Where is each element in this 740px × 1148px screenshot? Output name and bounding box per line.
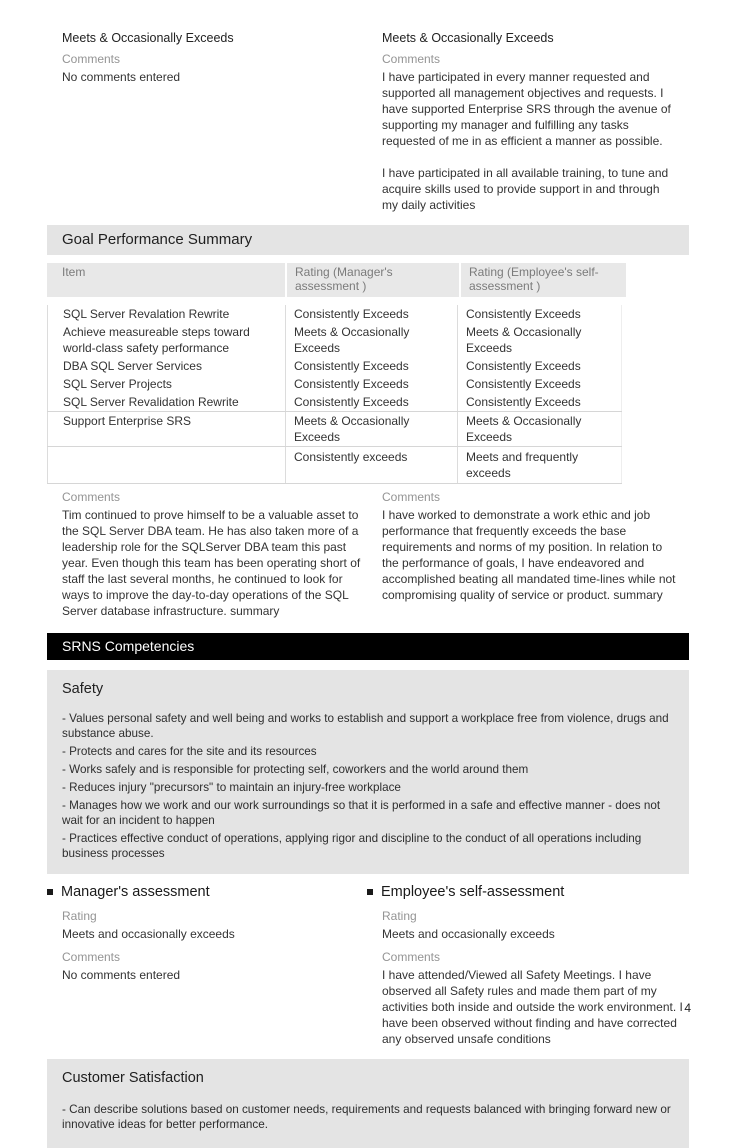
top-assessment-section: Meets & Occasionally Exceeds Comments No… <box>62 30 740 213</box>
manager-assessment-title: Manager's assessment <box>61 884 210 900</box>
column-header-item: Item <box>47 263 285 297</box>
safety-bullet-list: - Values personal safety and well being … <box>62 711 674 861</box>
table-row: SQL Server Revalation Rewrite Consistentl… <box>47 305 622 323</box>
bullet-item: - Reduces injury "precursors" to maintai… <box>62 781 401 794</box>
goal-comments-section: Comments Tim continued to prove himself … <box>62 490 740 619</box>
table-cell-manager: Meets & Occasionally Exceeds <box>285 323 457 357</box>
customer-satisfaction-bullet-list: - Can describe solutions based on custom… <box>62 1102 674 1132</box>
employee-rating-value: Meets & Occasionally Exceeds <box>382 31 554 45</box>
manager-comments-text: No comments entered <box>62 968 181 982</box>
table-row: DBA SQL Server Services Consistently Exce… <box>47 357 622 375</box>
goal-manager-comments: Comments Tim continued to prove himself … <box>62 490 382 619</box>
rating-label: Rating <box>62 909 97 923</box>
comments-label: Comments <box>382 950 441 964</box>
goal-employee-comments: Comments I have worked to demonstrate a … <box>382 490 690 603</box>
goal-table-header-row: Item Rating (Manager's assessment ) Rati… <box>47 263 626 297</box>
table-cell-employee: Consistently Exceeds <box>457 305 622 323</box>
goal-manager-comments-text: Tim continued to prove himself to be a v… <box>62 508 361 618</box>
bullet-item: - Practices effective conduct of operati… <box>62 832 642 860</box>
rating-label: Rating <box>382 909 417 923</box>
safety-title: Safety <box>62 681 104 697</box>
employee-comments-paragraph-2: I have participated in all available tra… <box>382 166 669 212</box>
column-header-manager-rating: Rating (Manager's assessment ) <box>287 263 459 297</box>
table-cell-manager: Meets & Occasionally Exceeds <box>285 412 457 446</box>
srns-competencies-header: SRNS Competencies <box>47 633 689 660</box>
safety-competency-block: Safety - Values personal safety and well… <box>47 670 689 874</box>
manager-assessment-body: Rating Meets and occasionally exceeds Co… <box>62 909 367 983</box>
table-cell-manager: Consistently Exceeds <box>285 357 457 375</box>
bullet-item: - Values personal safety and well being … <box>62 712 669 740</box>
table-cell-employee: Meets & Occasionally Exceeds <box>457 323 622 357</box>
table-cell-item: Achieve measureable steps toward world-c… <box>47 323 285 357</box>
employee-rating-value: Meets and occasionally exceeds <box>382 927 555 941</box>
table-row: Consistently exceeds Meets and frequently… <box>47 446 622 483</box>
table-cell-employee: Consistently Exceeds <box>457 357 622 375</box>
table-cell-employee: Meets & Occasionally Exceeds <box>457 412 622 446</box>
goal-performance-table: Item Rating (Manager's assessment ) Rati… <box>47 263 626 484</box>
table-cell-item <box>47 447 285 483</box>
table-row: Achieve measureable steps toward world-c… <box>47 323 622 357</box>
table-cell-item: SQL Server Projects <box>47 375 285 393</box>
employee-assessment-heading: Employee's self-assessment <box>367 883 690 901</box>
safety-assessment-section: Manager's assessment Rating Meets and oc… <box>47 883 740 1047</box>
table-cell-item: SQL Server Revalation Rewrite <box>47 305 285 323</box>
comments-label: Comments <box>62 490 121 504</box>
top-employee-column: Meets & Occasionally Exceeds Comments I … <box>382 30 690 213</box>
column-header-employee-rating: Rating (Employee's self-assessment ) <box>461 263 626 297</box>
table-cell-manager: Consistently exceeds <box>285 447 457 483</box>
table-cell-item: Support Enterprise SRS <box>47 412 285 446</box>
square-bullet-icon <box>47 889 53 895</box>
bullet-item: - Manages how we work and our work surro… <box>62 799 661 827</box>
employee-assessment-title: Employee's self-assessment <box>381 884 565 900</box>
manager-comments-text: No comments entered <box>62 70 181 84</box>
comments-label: Comments <box>62 52 121 66</box>
bullet-item: - Works safely and is responsible for pr… <box>62 763 529 776</box>
page-number: 4 <box>684 1001 691 1015</box>
comments-label: Comments <box>62 950 121 964</box>
top-manager-column: Meets & Occasionally Exceeds Comments No… <box>62 30 382 85</box>
goal-table-body: SQL Server Revalation Rewrite Consistentl… <box>47 305 622 484</box>
square-bullet-icon <box>367 889 373 895</box>
manager-rating-value: Meets & Occasionally Exceeds <box>62 31 234 45</box>
table-cell-manager: Consistently Exceeds <box>285 393 457 411</box>
goal-performance-summary-header: Goal Performance Summary <box>47 225 689 255</box>
table-cell-employee: Consistently Exceeds <box>457 375 622 393</box>
employee-assessment-column: Employee's self-assessment Rating Meets … <box>367 883 690 1047</box>
employee-assessment-body: Rating Meets and occasionally exceeds Co… <box>382 909 690 1047</box>
manager-assessment-heading: Manager's assessment <box>47 883 367 901</box>
table-cell-item: SQL Server Revalidation Rewrite <box>47 393 285 411</box>
comments-label: Comments <box>382 52 441 66</box>
employee-comments-text: I have attended/Viewed all Safety Meetin… <box>382 968 683 1046</box>
customer-satisfaction-block: Customer Satisfaction - Can describe sol… <box>47 1059 689 1148</box>
manager-rating-value: Meets and occasionally exceeds <box>62 927 235 941</box>
customer-satisfaction-title: Customer Satisfaction <box>62 1070 204 1086</box>
bullet-item: - Protects and cares for the site and it… <box>62 745 317 758</box>
table-cell-employee: Consistently Exceeds <box>457 393 622 411</box>
table-cell-employee: Meets and frequently exceeds <box>457 447 622 483</box>
employee-comments-paragraph-1: I have participated in every manner requ… <box>382 70 671 148</box>
comments-label: Comments <box>382 490 441 504</box>
goal-employee-comments-text: I have worked to demonstrate a work ethi… <box>382 508 676 602</box>
table-cell-manager: Consistently Exceeds <box>285 305 457 323</box>
table-row: Support Enterprise SRS Meets & Occasional… <box>47 411 622 446</box>
table-cell-item: DBA SQL Server Services <box>47 357 285 375</box>
bullet-item: - Can describe solutions based on custom… <box>62 1103 671 1131</box>
manager-assessment-column: Manager's assessment Rating Meets and oc… <box>47 883 367 983</box>
table-row: SQL Server Revalidation Rewrite Consisten… <box>47 393 622 411</box>
table-cell-manager: Consistently Exceeds <box>285 375 457 393</box>
table-row: SQL Server Projects Consistently Exceeds C… <box>47 375 622 393</box>
